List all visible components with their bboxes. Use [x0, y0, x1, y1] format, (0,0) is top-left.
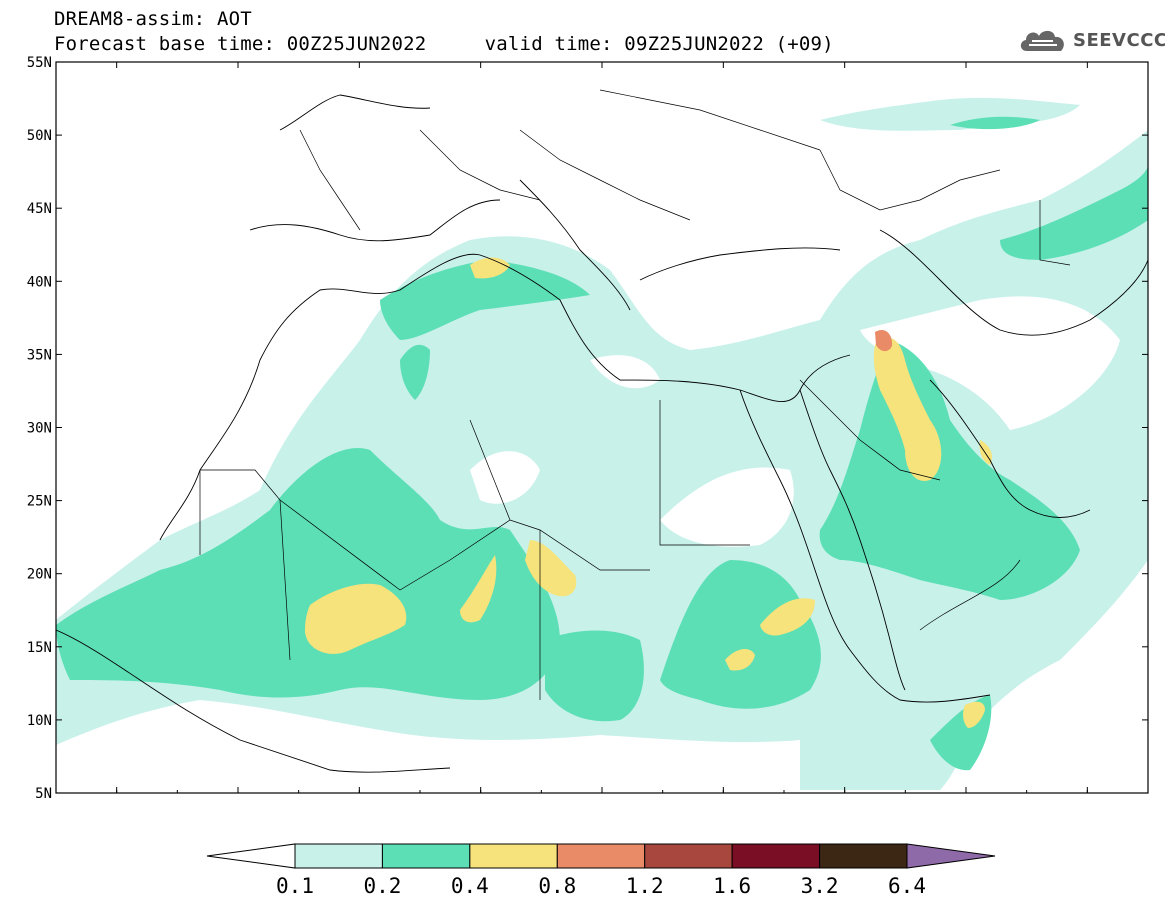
- lat-label: 35N: [27, 347, 52, 363]
- colorbar-label: 0.4: [451, 874, 489, 898]
- colorbar-swatch: [819, 843, 908, 869]
- lat-label: 25N: [27, 494, 52, 510]
- axis-ticks: [55, 61, 1149, 794]
- lat-label: 55N: [27, 55, 52, 71]
- seevccc-logo: SEEVCCC: [1017, 24, 1165, 56]
- colorbar-label: 1.6: [713, 874, 751, 898]
- forecast-time-subtitle: Forecast base time: 00Z25JUN2022 valid t…: [54, 33, 834, 55]
- colorbar-label: 1.2: [626, 874, 664, 898]
- coastlines: [56, 94, 1148, 773]
- colorbar-swatch: [731, 843, 821, 869]
- cloud-icon: [1020, 30, 1064, 51]
- aot-layer-0-4: [305, 257, 992, 728]
- lat-label: 15N: [27, 640, 52, 656]
- lat-label: 40N: [27, 274, 52, 290]
- lat-label: 50N: [27, 128, 52, 144]
- aot-layer-0-8: [875, 329, 893, 352]
- lat-label: 20N: [27, 567, 52, 583]
- colorbar-high-triangle: [906, 843, 996, 869]
- colorbar-swatch: [469, 843, 558, 869]
- aot-clear-areas: [56, 296, 1120, 793]
- logo-text: SEEVCCC: [1073, 29, 1165, 51]
- colorbar-swatch: [556, 843, 646, 869]
- colorbar-swatch: [644, 843, 733, 869]
- colorbar-label: 0.1: [276, 874, 314, 898]
- lat-label: 30N: [27, 421, 52, 437]
- lat-label: 10N: [27, 713, 52, 729]
- colorbar-swatch: [294, 843, 383, 869]
- aot-layer-0-2: [56, 116, 1148, 771]
- country-borders: [199, 89, 1071, 700]
- colorbar-label: 0.8: [538, 874, 576, 898]
- lat-label: 5N: [35, 786, 52, 800]
- colorbar-label: 3.2: [801, 874, 839, 898]
- lat-label: 45N: [27, 201, 52, 217]
- chart-title: DREAM8-assim: AOT: [54, 8, 252, 30]
- latitude-labels: 55N 50N 45N 40N 35N 30N 25N 20N 15N 10N 5N: [27, 55, 52, 800]
- colorbar-label: 6.4: [888, 874, 926, 898]
- colorbar-label: 0.2: [363, 874, 401, 898]
- colorbar-swatch: [381, 843, 471, 869]
- colorbar-low-triangle: [206, 843, 296, 869]
